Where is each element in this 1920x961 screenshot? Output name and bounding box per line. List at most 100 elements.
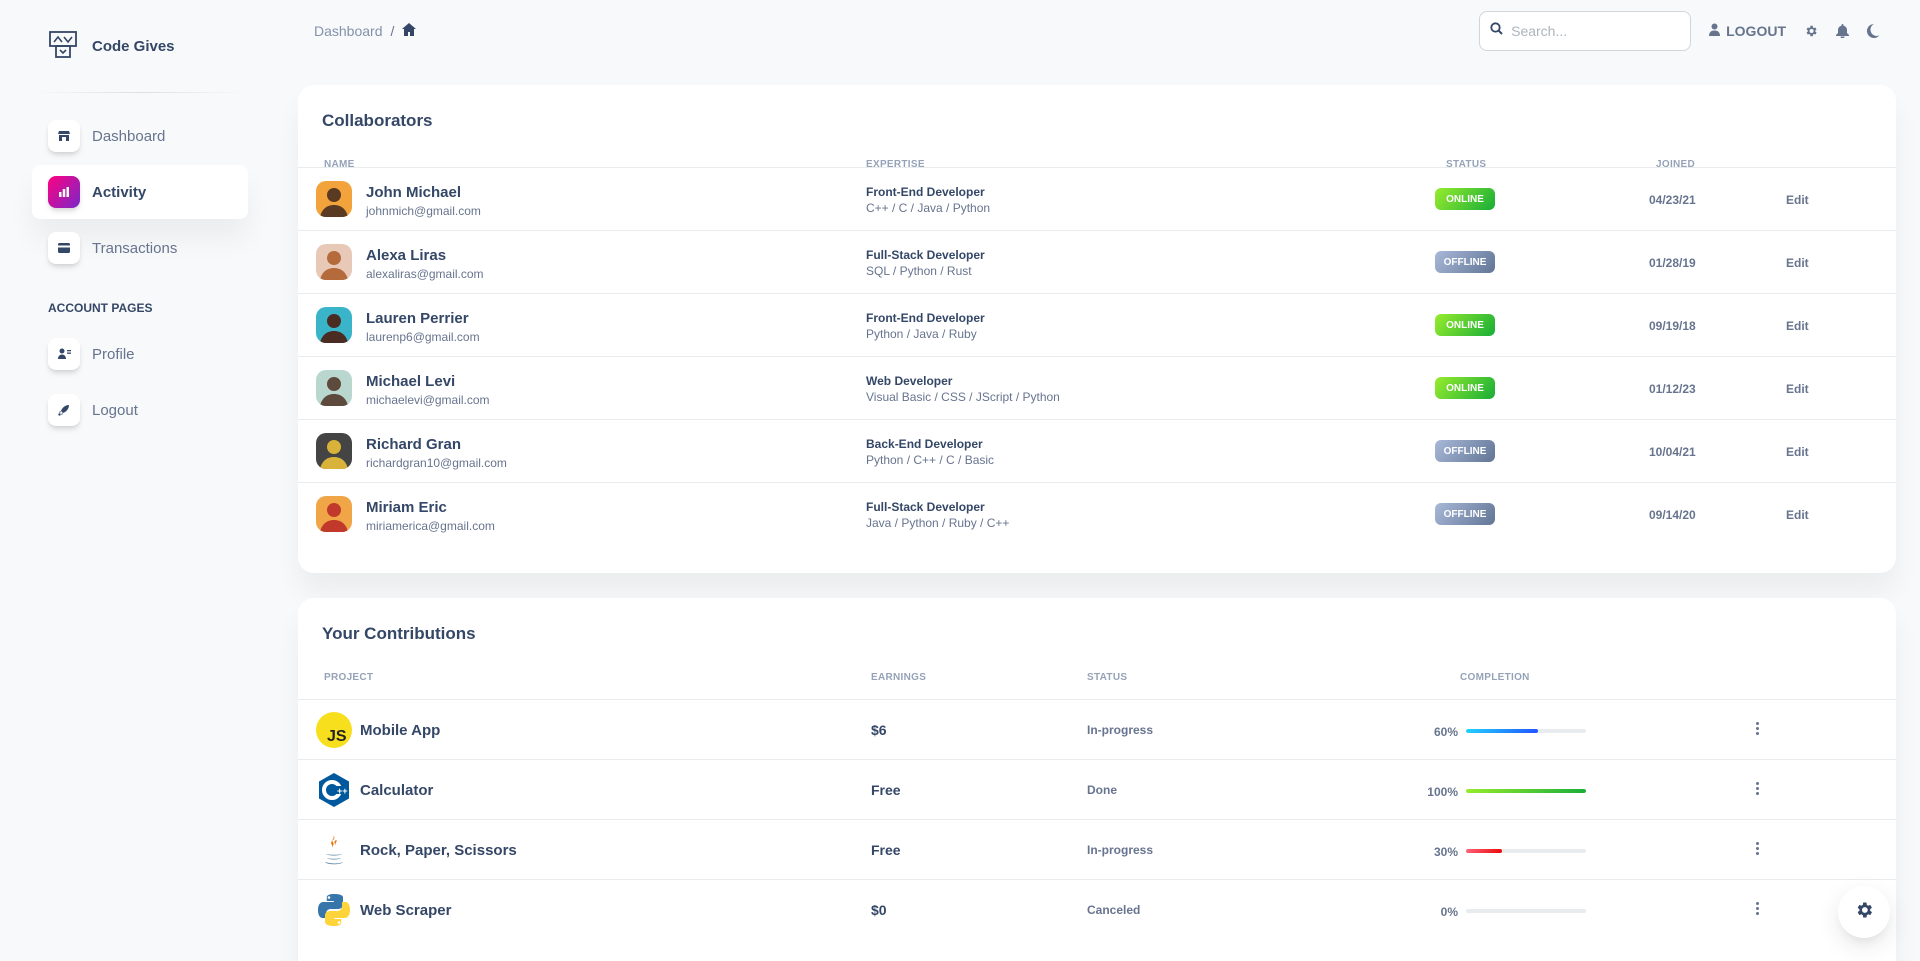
table-row: John Michael johnmich@gmail.com Front-En…: [298, 167, 1896, 230]
project-earnings: Free: [871, 842, 901, 858]
collaborator-info: Miriam Eric miriamerica@gmail.com: [366, 499, 495, 533]
collaborator-email: johnmich@gmail.com: [366, 204, 481, 218]
project-name: Mobile App: [360, 722, 440, 739]
completion-percent-label: 30%: [1434, 845, 1458, 859]
more-options-icon[interactable]: [1756, 782, 1759, 795]
status-badge: OFFLINE: [1435, 251, 1495, 273]
collaborator-info: Alexa Liras alexaliras@gmail.com: [366, 247, 484, 281]
moon-icon[interactable]: [1867, 24, 1880, 38]
java-logo-icon: [316, 832, 352, 868]
collaborator-expertise: Back-End Developer Python / C++ / C / Ba…: [866, 437, 994, 467]
expertise-skills: Python / Java / Ruby: [866, 327, 985, 341]
progress-bar-fill: [1466, 789, 1586, 793]
collaborator-info: John Michael johnmich@gmail.com: [366, 184, 481, 218]
table-row: Lauren Perrier laurenp6@gmail.com Front-…: [298, 293, 1896, 356]
sidebar-item-activity[interactable]: Activity: [32, 165, 248, 219]
brand[interactable]: Code Gives: [32, 0, 248, 92]
edit-button[interactable]: Edit: [1786, 508, 1809, 522]
avatar: [316, 433, 352, 469]
joined-date: 04/23/21: [1649, 193, 1696, 207]
sidebar-item-label: Transactions: [92, 240, 177, 257]
more-options-icon[interactable]: [1756, 902, 1759, 915]
avatar: [316, 496, 352, 532]
joined-date: 10/04/21: [1649, 445, 1696, 459]
top-navbar: Dashboard / LOGOUT: [298, 0, 1896, 62]
section-label-account-pages: ACCOUNT PAGES: [32, 277, 248, 327]
breadcrumb-dashboard[interactable]: Dashboard: [314, 23, 383, 39]
project-name: Calculator: [360, 782, 433, 799]
status-badge: OFFLINE: [1435, 440, 1495, 462]
home-icon[interactable]: [402, 23, 416, 39]
sidebar-item-profile[interactable]: Profile: [32, 327, 248, 381]
sidebar: Code Gives Dashboard Activity Transactio…: [0, 0, 280, 961]
collaborator-expertise: Full-Stack Developer SQL / Python / Rust: [866, 248, 985, 278]
collaborator-name: Michael Levi: [366, 373, 490, 390]
column-header-completion: COMPLETION: [1460, 672, 1530, 683]
expertise-role: Front-End Developer: [866, 185, 990, 199]
table-row: Rock, Paper, Scissors Free In-progress 3…: [298, 819, 1896, 879]
sidebar-item-label: Profile: [92, 346, 135, 363]
table-row: Richard Gran richardgran10@gmail.com Bac…: [298, 419, 1896, 482]
user-icon: [1709, 23, 1720, 39]
collaborator-email: alexaliras@gmail.com: [366, 267, 484, 281]
sidebar-item-transactions[interactable]: Transactions: [32, 221, 248, 275]
edit-button[interactable]: Edit: [1786, 319, 1809, 333]
project-earnings: Free: [871, 782, 901, 798]
expertise-role: Front-End Developer: [866, 311, 985, 325]
project-status: Done: [1087, 783, 1117, 797]
progress-bar: [1466, 849, 1586, 853]
c-plus-plus-logo-icon: ++: [316, 772, 352, 808]
completion-percent: 30%: [1418, 843, 1458, 861]
gear-icon[interactable]: [1804, 24, 1818, 38]
logout-button[interactable]: LOGOUT: [1709, 23, 1786, 39]
logout-label: LOGOUT: [1726, 23, 1786, 39]
status-badge: ONLINE: [1435, 188, 1495, 210]
expertise-skills: Python / C++ / C / Basic: [866, 453, 994, 467]
table-row: Alexa Liras alexaliras@gmail.com Full-St…: [298, 230, 1896, 293]
shop-icon: [48, 120, 80, 152]
project-earnings: $0: [871, 902, 887, 918]
completion-percent: 100%: [1418, 783, 1458, 801]
more-options-icon[interactable]: [1756, 722, 1759, 735]
bell-icon[interactable]: [1836, 24, 1849, 38]
collaborators-card: Collaborators NAME EXPERTISE STATUS JOIN…: [298, 85, 1896, 573]
edit-button[interactable]: Edit: [1786, 256, 1809, 270]
joined-date: 01/28/19: [1649, 256, 1696, 270]
collaborator-expertise: Full-Stack Developer Java / Python / Rub…: [866, 500, 1009, 530]
collaborator-info: Richard Gran richardgran10@gmail.com: [366, 436, 507, 470]
sidebar-item-label: Activity: [92, 184, 146, 201]
sidebar-item-dashboard[interactable]: Dashboard: [32, 109, 248, 163]
status-badge: ONLINE: [1435, 377, 1495, 399]
edit-button[interactable]: Edit: [1786, 445, 1809, 459]
joined-date: 09/14/20: [1649, 508, 1696, 522]
sidebar-item-logout[interactable]: Logout: [32, 383, 248, 437]
column-header-project: PROJECT: [324, 672, 373, 683]
sidebar-item-label: Logout: [92, 402, 138, 419]
progress-bar: [1466, 729, 1586, 733]
javascript-logo-icon: JS: [316, 712, 352, 748]
collaborator-name: John Michael: [366, 184, 481, 201]
more-options-icon[interactable]: [1756, 842, 1759, 855]
avatar: [316, 244, 352, 280]
expertise-skills: Visual Basic / CSS / JScript / Python: [866, 390, 1060, 404]
expertise-role: Back-End Developer: [866, 437, 994, 451]
edit-button[interactable]: Edit: [1786, 382, 1809, 396]
edit-button[interactable]: Edit: [1786, 193, 1809, 207]
project-status: In-progress: [1087, 843, 1153, 857]
collaborator-expertise: Front-End Developer C++ / C / Java / Pyt…: [866, 185, 990, 215]
search-box[interactable]: [1479, 11, 1691, 51]
sidebar-divider: [32, 92, 248, 93]
progress-bar-fill: [1466, 849, 1502, 853]
project-name: Rock, Paper, Scissors: [360, 842, 517, 859]
breadcrumb: Dashboard /: [314, 23, 416, 39]
completion-percent-label: 60%: [1434, 725, 1458, 739]
svg-text:JS: JS: [327, 728, 347, 745]
topbar-actions: LOGOUT: [1479, 11, 1880, 51]
progress-bar: [1466, 909, 1586, 913]
completion-percent: 60%: [1418, 723, 1458, 741]
progress-bar: [1466, 789, 1586, 793]
settings-fab-button[interactable]: [1838, 886, 1890, 938]
search-input[interactable]: [1511, 23, 1671, 39]
status-badge: OFFLINE: [1435, 503, 1495, 525]
column-header-status: STATUS: [1087, 672, 1127, 683]
